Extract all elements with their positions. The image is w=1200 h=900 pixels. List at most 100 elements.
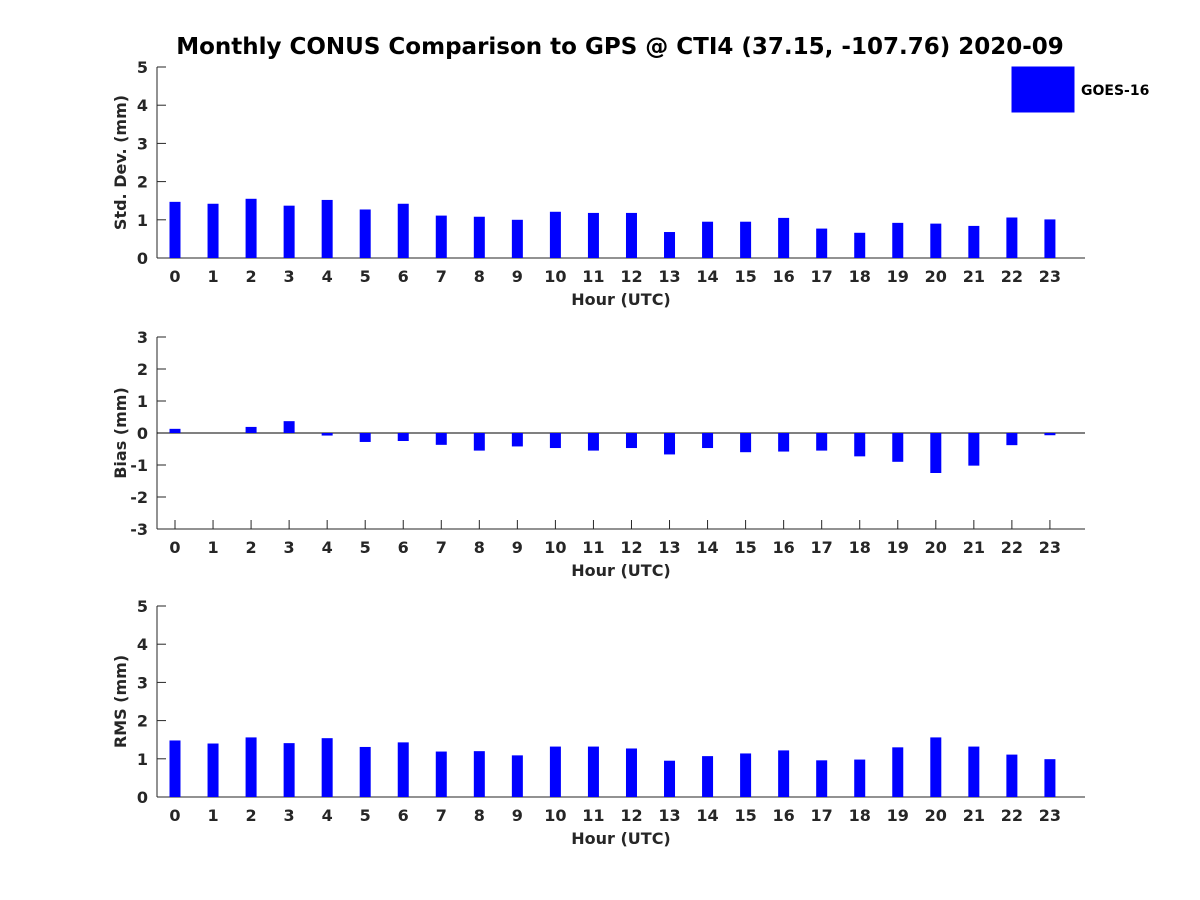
stddev-x-tick-label: 19 [887,267,909,286]
bias-x-tick-label: 19 [887,538,909,557]
bias-bar [740,433,752,453]
bias-x-tick-label: 20 [925,538,947,557]
stddev-y-axis-label: Std. Dev. (mm) [111,95,130,230]
bias-y-tick-label: 0 [137,424,148,443]
stddev-bar [778,217,790,258]
bias-bar [397,433,409,441]
stddev-bar [397,203,409,258]
stddev-x-tick-label: 18 [849,267,871,286]
rms-bar [930,737,942,797]
stddev-x-tick-label: 2 [246,267,257,286]
rms-bar [245,737,257,797]
stddev-bar [283,205,295,258]
bias-bar [1006,433,1018,446]
stddev-x-tick-label: 23 [1039,267,1061,286]
rms-x-tick-label: 8 [474,806,485,825]
bias-bar [321,433,333,436]
rms-bar [702,756,714,797]
bias-bar [702,433,714,449]
rms-bar [816,760,828,797]
bias-bar [245,426,257,433]
bias-y-tick-label: -2 [130,488,148,507]
bias-x-tick-label: 14 [696,538,718,557]
bias-bar [892,433,904,462]
rms-x-tick-label: 0 [169,806,180,825]
bias-x-tick-label: 7 [436,538,447,557]
bias-x-tick-label: 8 [474,538,485,557]
stddev-x-axis-label: Hour (UTC) [571,290,671,309]
stddev-bar [169,201,181,258]
stddev-y-tick-label: 3 [137,134,148,153]
stddev-x-tick-label: 22 [1001,267,1023,286]
bias-x-tick-label: 12 [620,538,642,557]
stddev-x-tick-label: 16 [773,267,795,286]
legend-label: GOES-16 [1081,83,1149,99]
bias-bar [435,433,447,445]
stddev-x-tick-label: 14 [696,267,718,286]
rms-bar [207,743,219,797]
rms-x-tick-label: 11 [582,806,604,825]
rms-x-tick-label: 3 [284,806,295,825]
rms-bar [397,742,409,797]
stddev-bar [968,225,980,258]
bias-x-tick-label: 1 [207,538,218,557]
stddev-y-tick-label: 4 [137,96,148,115]
rms-x-tick-label: 12 [620,806,642,825]
stddev-x-tick-label: 17 [811,267,833,286]
bias-x-tick-label: 15 [734,538,756,557]
stddev-bar [321,199,333,258]
stddev-x-tick-label: 13 [658,267,680,286]
bias-x-tick-label: 2 [246,538,257,557]
stddev-bar [1006,217,1018,258]
bias-x-tick-label: 6 [398,538,409,557]
stddev-x-tick-label: 10 [544,267,566,286]
bias-bar [625,433,637,449]
stddev-x-tick-label: 20 [925,267,947,286]
stddev-y-tick-label: 5 [137,58,148,77]
legend-swatch [1011,66,1075,113]
rms-bar [854,759,866,797]
rms-bar [549,746,561,797]
rms-x-tick-label: 17 [811,806,833,825]
stddev-x-tick-label: 8 [474,267,485,286]
bias-bar [283,421,295,433]
rms-y-tick-label: 2 [137,712,148,731]
bias-y-tick-label: 2 [137,360,148,379]
bias-x-tick-label: 10 [544,538,566,557]
rms-bar [664,760,676,797]
stddev-x-tick-label: 6 [398,267,409,286]
rms-bar [435,751,447,797]
rms-x-tick-label: 15 [734,806,756,825]
bias-x-tick-label: 3 [284,538,295,557]
stddev-bar [930,223,942,258]
rms-bar [892,747,904,797]
bias-bar [473,433,485,451]
rms-x-tick-label: 1 [207,806,218,825]
bias-x-tick-label: 16 [773,538,795,557]
rms-x-tick-label: 4 [322,806,333,825]
stddev-bar [702,221,714,258]
rms-y-tick-label: 3 [137,673,148,692]
rms-bar [1006,754,1018,797]
bias-x-tick-label: 17 [811,538,833,557]
bias-y-tick-label: 1 [137,392,148,411]
rms-bar [778,750,790,797]
bias-x-axis-label: Hour (UTC) [571,561,671,580]
rms-x-tick-label: 10 [544,806,566,825]
bias-bar [1044,433,1056,436]
stddev-bar [511,219,523,258]
bias-x-tick-label: 11 [582,538,604,557]
rms-x-tick-label: 23 [1039,806,1061,825]
bias-bar [816,433,828,451]
bias-bar [587,433,599,451]
chart-title: Monthly CONUS Comparison to GPS @ CTI4 (… [176,34,1064,60]
bias-x-tick-label: 22 [1001,538,1023,557]
bias-x-tick-label: 13 [658,538,680,557]
stddev-x-tick-label: 1 [207,267,218,286]
stddev-x-tick-label: 21 [963,267,985,286]
rms-bar [321,738,333,797]
rms-bar [1044,759,1056,797]
stddev-x-tick-label: 3 [284,267,295,286]
bias-bar [930,433,942,473]
